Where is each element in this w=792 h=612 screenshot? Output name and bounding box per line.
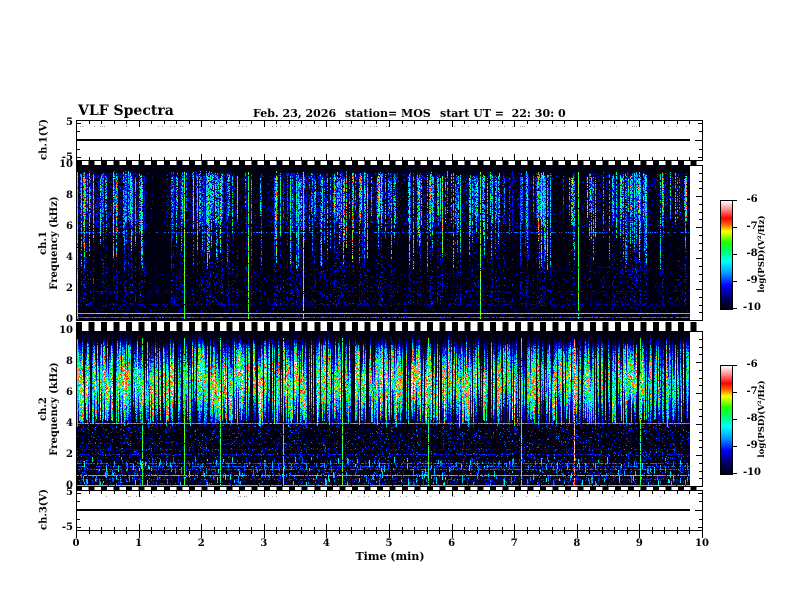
ch1-voltage-panel [76,120,703,161]
frequency-tick-label: 4 [66,252,73,263]
colorbar-tick-label: -7 [746,386,758,397]
colorbar-tick [733,254,737,255]
colorbar-tick [733,446,737,447]
x-tick-label: 0 [72,538,80,549]
tick-comb-2 [76,322,703,331]
ch3-voltage-panel [76,490,703,531]
colorbar-tick [733,473,737,474]
colorbar-tick-label: -8 [746,248,758,259]
ch1-channel-label: ch.1 [38,231,49,255]
frequency-tick-label: 8 [66,356,73,367]
x-tick-label: 8 [573,538,581,549]
colorbar-tick [733,281,737,282]
colorbar-tick-label: -7 [746,221,758,232]
frequency-tick-label: 2 [66,283,73,294]
colorbar-tick-label: -6 [746,194,758,205]
colorbar-tick [733,392,737,393]
voltage-tick-label: 5 [66,487,73,498]
frequency-tick-label: 0 [66,314,73,325]
x-axis-tick-strip [75,531,704,540]
voltage-tick-label: 5 [66,117,73,128]
colorbar-ch2 [720,365,733,475]
colorbar-tick-label: -6 [746,359,758,370]
frequency-tick-label: 0 [66,480,73,491]
x-tick-label: 3 [260,538,268,549]
frequency-tick-label: 10 [59,325,73,336]
x-tick-label: 4 [322,538,330,549]
colorbar-tick [733,200,737,201]
date-label: Feb. 23, 2026 [253,107,337,120]
ch2-channel-label: ch.2 [38,397,49,421]
colorbar-tick-label: -9 [746,275,758,286]
frequency-tick-label: 4 [66,418,73,429]
x-tick-label: 2 [197,538,205,549]
x-tick-label: 7 [510,538,518,549]
ch1-spectrogram-panel [76,165,703,321]
voltage-tick-label: -5 [61,522,73,533]
colorbar-ch1 [720,200,733,310]
colorbar-tick-label: -8 [746,413,758,424]
colorbar-tick [733,419,737,420]
frequency-tick-label: 6 [66,221,73,232]
ch1-voltage-ylabel: ch.1(V) [38,118,50,161]
start-ut-label: start UT = 22: 30: 0 [440,107,566,120]
ch3-voltage-ylabel: ch.3(V) [38,488,50,531]
x-tick-label: 9 [635,538,643,549]
colorbar-tick [733,227,737,228]
ch2-spectrogram-panel [76,331,703,487]
x-tick-label: 1 [135,538,143,549]
tick-comb-3 [76,487,703,490]
tick-comb-1 [76,161,703,165]
x-tick-label: 10 [695,538,709,549]
colorbar-tick-label: -9 [746,440,758,451]
frequency-tick-label: 8 [66,190,73,201]
colorbar-tick [733,308,737,309]
colorbar-tick-label: -10 [742,467,762,478]
voltage-tick-label: -5 [61,152,73,163]
x-tick-label: 5 [385,538,393,549]
colorbar-tick [733,365,737,366]
frequency-tick-label: 2 [66,449,73,460]
frequency-tick-label: 6 [66,387,73,398]
plot-title: VLF Spectra [78,103,174,119]
x-axis-title: Time (min) [355,550,425,563]
colorbar-tick-label: -10 [742,302,762,313]
x-tick-label: 6 [448,538,456,549]
station-label: station= MOS [345,107,431,120]
frequency-tick-label: 10 [59,159,73,170]
